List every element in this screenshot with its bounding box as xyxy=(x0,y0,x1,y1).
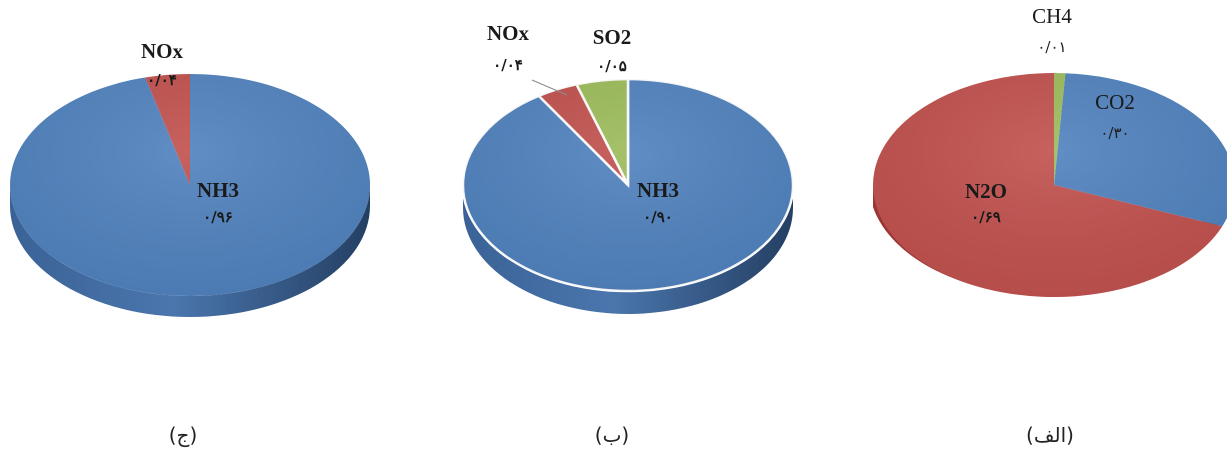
pie-b-label-so2-name: SO2 xyxy=(593,25,632,49)
pie-alef-label-ch4-name: CH4 xyxy=(1032,4,1072,28)
pie-alef-label-co2-value: ۰/۳۰ xyxy=(1100,124,1129,142)
pie-j-caption: (ج) xyxy=(169,423,198,447)
pie-b-top-shade xyxy=(463,79,793,291)
pie-chart-b xyxy=(461,77,795,314)
pie-b-label-so2-value: ۰/۰۵ xyxy=(597,57,627,75)
pie-chart-j xyxy=(10,74,371,317)
pie-alef-label-n2o-name: N2O xyxy=(965,179,1007,203)
pie-alef-label-co2-name: CO2 xyxy=(1095,90,1135,114)
pie-j-top-shade xyxy=(10,74,370,296)
pie-b-label-nox-value: ۰/۰۴ xyxy=(493,56,523,74)
pie-b-label-nh3-value: ۰/۹۰ xyxy=(643,208,673,226)
pie-b-leader-nox xyxy=(531,79,568,96)
pie-b-label-nh3-name: NH3 xyxy=(637,178,679,202)
pie-alef-top-shade xyxy=(873,73,1227,297)
pie-b-label-nox-name: NOx xyxy=(487,21,530,45)
pie-j-label-nox-value: ۰/۰۴ xyxy=(147,71,177,89)
pie-alef-caption: (الف) xyxy=(1026,423,1074,447)
pie-alef-label-ch4-value: ۰/۰۱ xyxy=(1037,38,1066,56)
pie-j-label-nh3-value: ۰/۹۶ xyxy=(203,208,233,226)
pie-b-caption: (ب) xyxy=(595,423,629,447)
pie-alef-label-n2o-value: ۰/۶۹ xyxy=(971,208,1001,226)
pie-j-label-nox-name: NOx xyxy=(141,39,184,63)
pie-j-side xyxy=(10,185,370,317)
pie-b-side xyxy=(463,185,793,314)
pie-chart-alef xyxy=(873,72,1227,297)
pie-j-label-nh3-name: NH3 xyxy=(197,178,239,202)
